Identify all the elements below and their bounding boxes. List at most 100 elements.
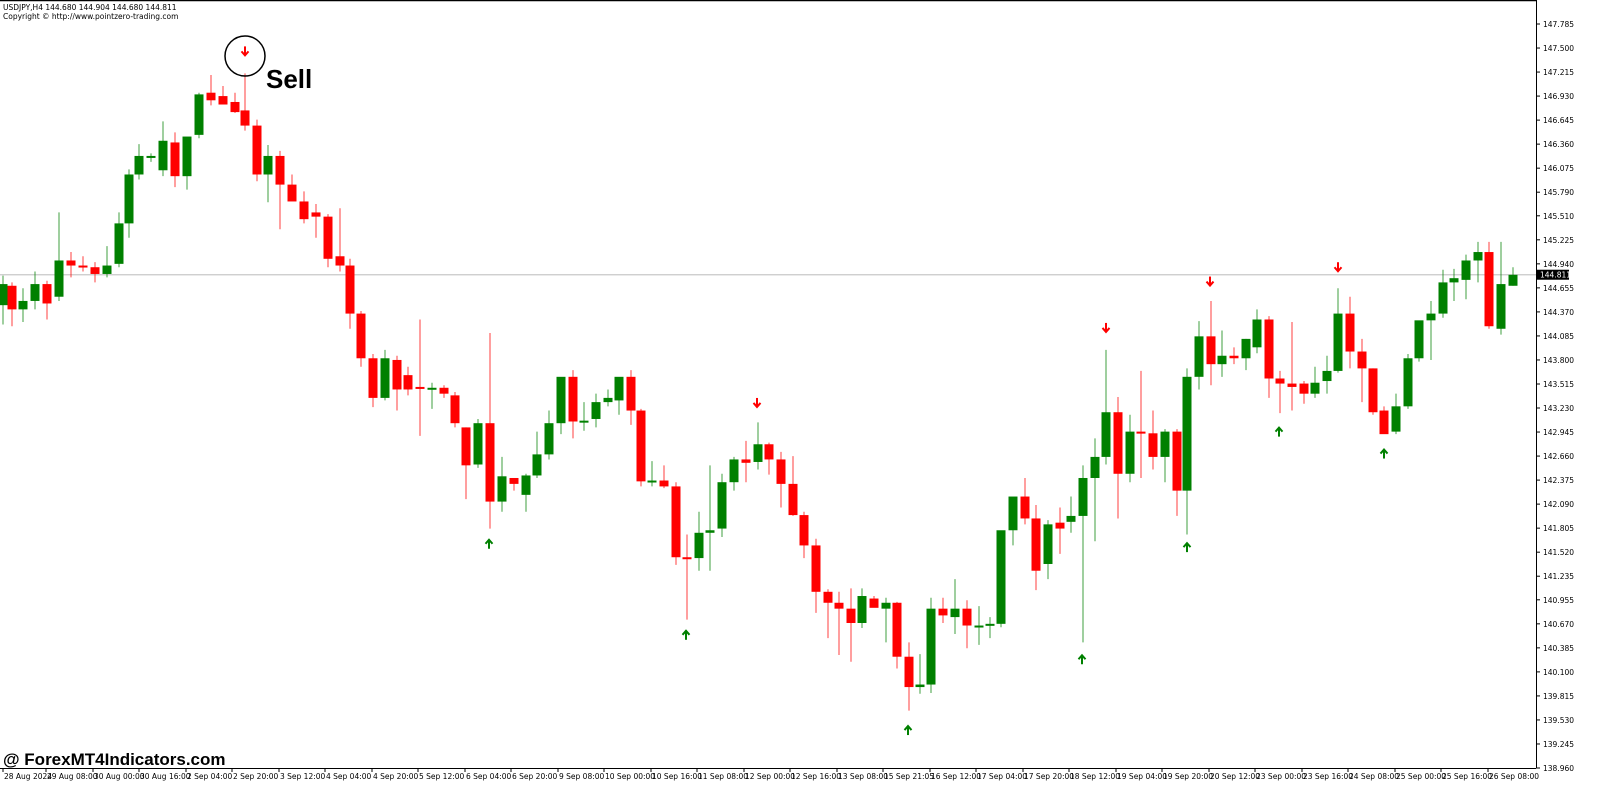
candle [904,642,914,711]
candle [1160,429,1170,483]
candle [356,311,366,367]
candle [1217,330,1227,377]
candle [311,203,321,238]
candle [521,473,531,512]
candle [461,427,471,500]
candle [753,422,763,470]
buy-arrow-icon [484,538,494,549]
candle [705,465,715,571]
y-tick-label: 138.960 [1543,764,1574,773]
candle [614,376,624,415]
y-tick-label: 142.945 [1543,428,1574,437]
buy-arrow-icon [681,629,691,640]
y-tick-label: 144.655 [1543,284,1574,293]
x-tick-label: 16 Sep 12:00 [931,772,981,781]
candle [1473,241,1483,283]
candle [450,391,460,428]
y-tick-label: 141.520 [1543,548,1574,557]
current-price-label: 144.811 [1540,271,1571,280]
y-tick-label: 141.235 [1543,572,1574,581]
x-tick-label: 18 Sep 12:00 [1070,772,1120,781]
y-tick-label: 144.940 [1543,260,1574,269]
candle [509,477,519,491]
candle [1449,268,1459,301]
watermark: @ ForexMT4Indicators.com [3,750,226,769]
y-tick-label: 139.815 [1543,692,1574,701]
candle [591,393,601,428]
y-tick-label: 147.215 [1543,68,1574,77]
candle [252,119,262,182]
x-tick-label: 11 Sep 08:00 [698,772,748,781]
x-tick-label: 30 Aug 16:00 [140,772,191,781]
candle [427,382,437,409]
x-tick-label: 3 Sep 12:00 [280,772,326,781]
candle [729,456,739,491]
candle [473,418,483,468]
y-tick-label: 142.090 [1543,500,1574,509]
candle [892,601,902,669]
sell-arrow-icon [1333,262,1343,273]
candle [950,579,960,634]
sell-annotation-label: Sell [266,64,313,94]
candle [1125,414,1135,483]
candles [0,73,1518,711]
candle [603,389,613,407]
x-tick-label: 2 Sep 04:00 [187,772,233,781]
candle [54,212,64,301]
axes: 147.785 147.500 147.215 146.930 146.645 146.3… [0,0,1574,781]
candle [275,150,285,230]
sell-arrow-icon [1101,322,1111,334]
candle [1345,296,1355,369]
candle [926,597,936,693]
x-tick-label: 30 Aug 00:00 [94,772,145,781]
x-tick-label: 20 Sep 12:00 [1210,772,1260,781]
current-price-tag [1537,269,1569,280]
candle [776,451,786,508]
candle [206,75,216,106]
candle [1287,322,1297,411]
candle [1078,465,1088,643]
x-tick-label: 23 Sep 16:00 [1303,772,1353,781]
candle [1066,496,1076,533]
y-tick-label: 146.360 [1543,140,1574,149]
y-tick-label: 146.930 [1543,92,1574,101]
buy-arrow-icon [1077,653,1087,665]
x-tick-label: 17 Sep 04:00 [977,772,1027,781]
candle [323,214,333,268]
y-tick-label: 147.785 [1543,20,1574,29]
candle [1206,300,1216,386]
candle [439,385,449,398]
candle [78,256,88,272]
y-tick-label: 142.375 [1543,476,1574,485]
candle [1461,254,1471,300]
y-tick-label: 143.800 [1543,356,1574,365]
candle [335,208,345,272]
candle [1172,429,1182,516]
candle [345,258,355,329]
candle [1438,269,1448,318]
candle [30,271,40,310]
x-tick-label: 4 Sep 04:00 [326,772,372,781]
y-tick-label: 147.500 [1543,44,1574,53]
candle [846,588,856,662]
candle [1101,349,1111,465]
y-tick-label: 140.955 [1543,596,1574,605]
y-tick-label: 140.100 [1543,668,1574,677]
candle [1136,370,1146,478]
candle [1055,507,1065,554]
candle [1299,381,1309,404]
x-tick-label: 5 Sep 12:00 [419,772,465,781]
candle [380,349,390,401]
candle [938,597,948,623]
buy-arrow-icon [1182,541,1192,553]
candle [974,606,984,645]
candle [1310,366,1320,398]
candle [1322,355,1332,394]
candle [556,376,566,435]
candle [392,355,402,411]
x-tick-label: 13 Sep 08:00 [838,772,888,781]
x-tick-label: 6 Sep 20:00 [512,772,558,781]
y-tick-label: 140.670 [1543,620,1574,629]
